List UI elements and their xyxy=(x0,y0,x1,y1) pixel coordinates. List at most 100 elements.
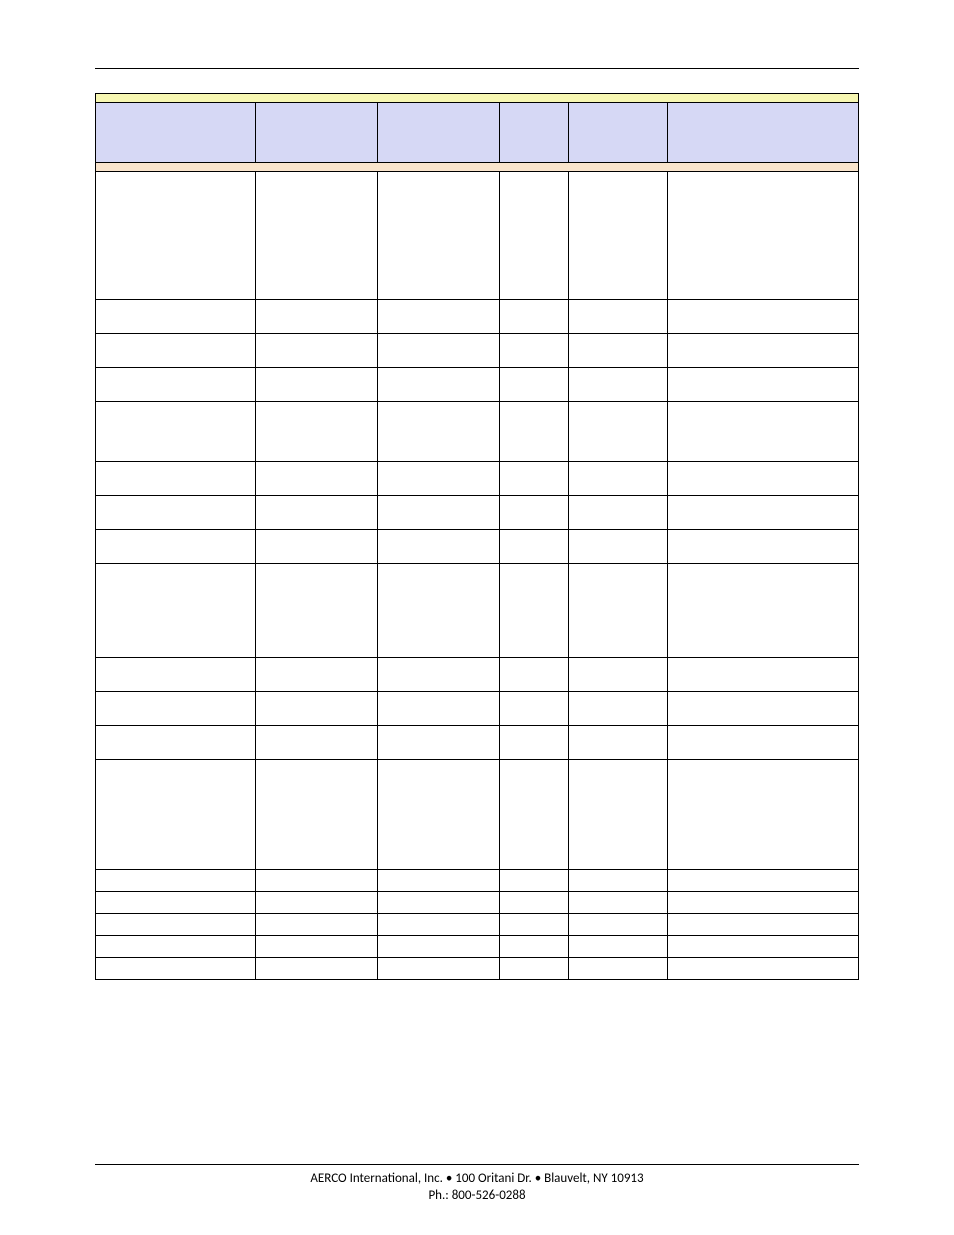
cell xyxy=(378,892,500,914)
table-row xyxy=(96,870,859,892)
cell xyxy=(569,760,668,870)
cell xyxy=(378,936,500,958)
cell xyxy=(378,760,500,870)
cell xyxy=(378,914,500,936)
table-row xyxy=(96,530,859,564)
cell xyxy=(569,958,668,980)
cell xyxy=(378,958,500,980)
cell xyxy=(500,402,569,462)
table-row xyxy=(96,496,859,530)
cell xyxy=(569,914,668,936)
table-row xyxy=(96,936,859,958)
cell xyxy=(668,936,859,958)
cell xyxy=(378,368,500,402)
table-title-row xyxy=(96,94,859,103)
cell xyxy=(96,462,256,496)
cell xyxy=(500,564,569,658)
cell xyxy=(569,870,668,892)
cell xyxy=(668,892,859,914)
cell xyxy=(96,368,256,402)
cell xyxy=(668,530,859,564)
cell xyxy=(500,334,569,368)
cell xyxy=(668,870,859,892)
cell xyxy=(378,402,500,462)
cell xyxy=(569,726,668,760)
cell xyxy=(500,496,569,530)
cell xyxy=(96,726,256,760)
cell xyxy=(256,760,378,870)
cell xyxy=(668,300,859,334)
cell xyxy=(256,914,378,936)
cell xyxy=(96,402,256,462)
footer-line2: Ph.: 800-526-0288 xyxy=(95,1188,859,1205)
cell xyxy=(668,760,859,870)
cell xyxy=(668,914,859,936)
cell xyxy=(668,726,859,760)
cell xyxy=(256,402,378,462)
cell xyxy=(668,172,859,300)
table-row xyxy=(96,300,859,334)
cell xyxy=(668,496,859,530)
cell xyxy=(256,496,378,530)
cell xyxy=(668,334,859,368)
table-title xyxy=(96,94,859,103)
col-header-5 xyxy=(668,103,859,163)
table-row xyxy=(96,958,859,980)
cell xyxy=(500,870,569,892)
cell xyxy=(569,658,668,692)
cell xyxy=(569,936,668,958)
cell xyxy=(569,334,668,368)
cell xyxy=(378,658,500,692)
cell xyxy=(96,172,256,300)
cell xyxy=(256,892,378,914)
cell xyxy=(96,564,256,658)
cell xyxy=(378,462,500,496)
cell xyxy=(96,496,256,530)
footer-rule xyxy=(95,1164,859,1165)
cell xyxy=(256,658,378,692)
cell xyxy=(256,462,378,496)
table-row xyxy=(96,334,859,368)
cell xyxy=(378,870,500,892)
cell xyxy=(569,496,668,530)
table-row xyxy=(96,402,859,462)
cell xyxy=(378,172,500,300)
table-row xyxy=(96,760,859,870)
col-header-4 xyxy=(569,103,668,163)
table-header-row xyxy=(96,103,859,163)
cell xyxy=(96,914,256,936)
cell xyxy=(256,692,378,726)
table-row xyxy=(96,564,859,658)
cell xyxy=(96,658,256,692)
cell xyxy=(256,936,378,958)
cell xyxy=(569,564,668,658)
cell xyxy=(500,914,569,936)
col-header-3 xyxy=(500,103,569,163)
cell xyxy=(256,334,378,368)
table-row xyxy=(96,462,859,496)
cell xyxy=(96,936,256,958)
cell xyxy=(569,368,668,402)
cell xyxy=(500,936,569,958)
cell xyxy=(569,892,668,914)
footer-line1: AERCO International, Inc. • 100 Oritani … xyxy=(95,1171,859,1188)
cell xyxy=(569,462,668,496)
footer-text: AERCO International, Inc. • 100 Oritani … xyxy=(95,1171,859,1205)
cell xyxy=(500,892,569,914)
cell xyxy=(96,870,256,892)
table-section-row xyxy=(96,163,859,172)
cell xyxy=(500,958,569,980)
cell xyxy=(256,870,378,892)
cell xyxy=(256,530,378,564)
cell xyxy=(96,334,256,368)
cell xyxy=(96,892,256,914)
cell xyxy=(378,530,500,564)
cell xyxy=(500,368,569,402)
cell xyxy=(668,402,859,462)
cell xyxy=(668,462,859,496)
cell xyxy=(500,726,569,760)
cell xyxy=(569,402,668,462)
page: AERCO International, Inc. • 100 Oritani … xyxy=(0,0,954,1235)
table-row xyxy=(96,892,859,914)
col-header-2 xyxy=(378,103,500,163)
